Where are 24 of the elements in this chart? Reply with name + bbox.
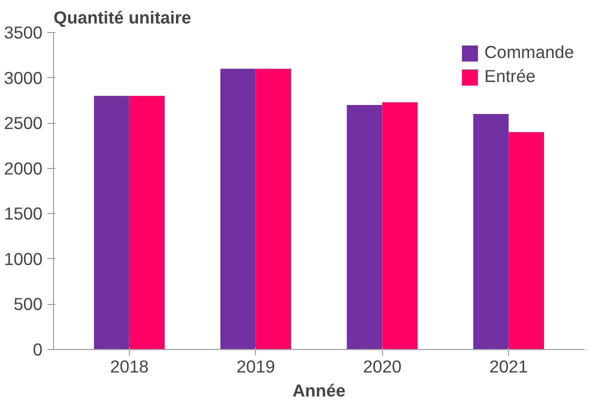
- y-tick-label: 500: [14, 294, 43, 314]
- legend-label: Entrée: [484, 66, 536, 87]
- y-tick-label: 0: [32, 340, 43, 360]
- bar: [508, 132, 544, 350]
- bar: [256, 68, 292, 350]
- bar: [129, 96, 165, 350]
- legend-label: Commande: [484, 42, 574, 63]
- x-tick-label: 2018: [110, 356, 149, 376]
- bar: [382, 102, 418, 350]
- y-tick-label: 2000: [4, 158, 43, 178]
- x-axis-title: Année: [292, 380, 346, 400]
- bar: [94, 96, 130, 350]
- y-axis-title: Quantité unitaire: [54, 8, 192, 28]
- bar: [220, 68, 256, 350]
- y-tick-label: 2500: [4, 113, 43, 134]
- y-tick-label: 1000: [4, 248, 43, 269]
- y-tick-label: 3500: [4, 22, 43, 42]
- x-tick-label: 2020: [362, 356, 402, 376]
- x-tick-label: 2021: [489, 356, 528, 376]
- bar: [473, 114, 509, 350]
- x-tick-label: 2019: [236, 356, 276, 376]
- y-tick-label: 3000: [4, 68, 43, 88]
- y-tick-label: 1500: [4, 204, 43, 224]
- bar: [346, 104, 382, 350]
